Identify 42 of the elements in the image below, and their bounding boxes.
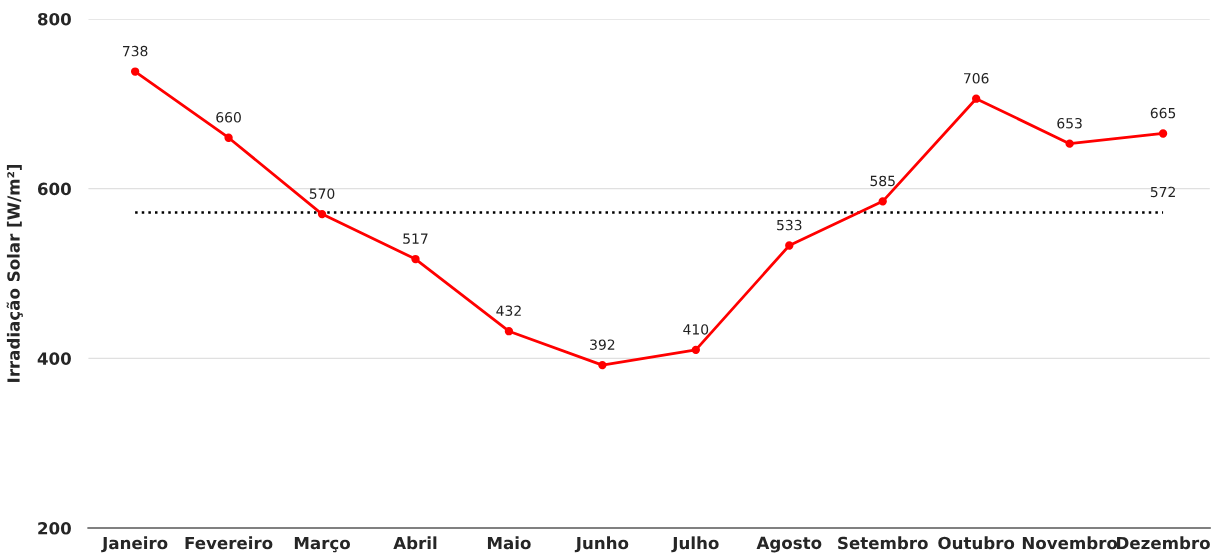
x-tick-label: Maio (487, 536, 531, 550)
x-tick-label: Março (294, 536, 350, 553)
data-label: 665 (1150, 107, 1176, 119)
y-tick-label: 200 (38, 522, 71, 535)
x-tick-label: Fevereiro (185, 536, 273, 550)
point (1065, 139, 1074, 148)
data-label: 517 (403, 233, 428, 244)
data-label: 653 (1057, 117, 1082, 129)
y-axis-title: Irradiação Solar [W/m²] (6, 164, 23, 382)
data-label: 533 (777, 219, 802, 231)
x-tick-label: Abril (393, 536, 437, 550)
y-tick-label: 800 (37, 12, 71, 26)
x-tick-label: Setembro (838, 536, 928, 550)
point (504, 327, 514, 336)
point (691, 345, 700, 355)
data-label: 585 (870, 175, 895, 187)
data-label: 706 (964, 73, 989, 84)
point (878, 197, 887, 206)
data-label: 392 (590, 339, 615, 350)
x-tick-label: Agosto (756, 536, 822, 553)
y-tick-label: 400 (37, 352, 71, 365)
data-label: 738 (123, 45, 148, 57)
point (130, 67, 140, 76)
point (224, 133, 233, 142)
x-tick-label: Junho (574, 536, 629, 553)
data-label: 432 (496, 305, 521, 316)
x-tick-label: Julho (671, 536, 719, 553)
point (972, 94, 981, 103)
point (411, 254, 420, 264)
x-tick-label: Dezembro (1117, 536, 1210, 550)
data-label: 410 (683, 324, 709, 335)
data-label: 570 (309, 188, 335, 199)
x-tick-label: Novembro (1022, 536, 1118, 550)
y-tick-label: 600 (37, 182, 71, 196)
point (598, 360, 607, 370)
point (317, 209, 327, 219)
data-label: 660 (216, 112, 241, 123)
x-tick-label: Outubro (938, 536, 1015, 550)
ref-line-label: 572 (1150, 186, 1175, 198)
point (785, 241, 794, 250)
point (1158, 129, 1168, 138)
x-tick-label: Janeiro (101, 536, 168, 553)
